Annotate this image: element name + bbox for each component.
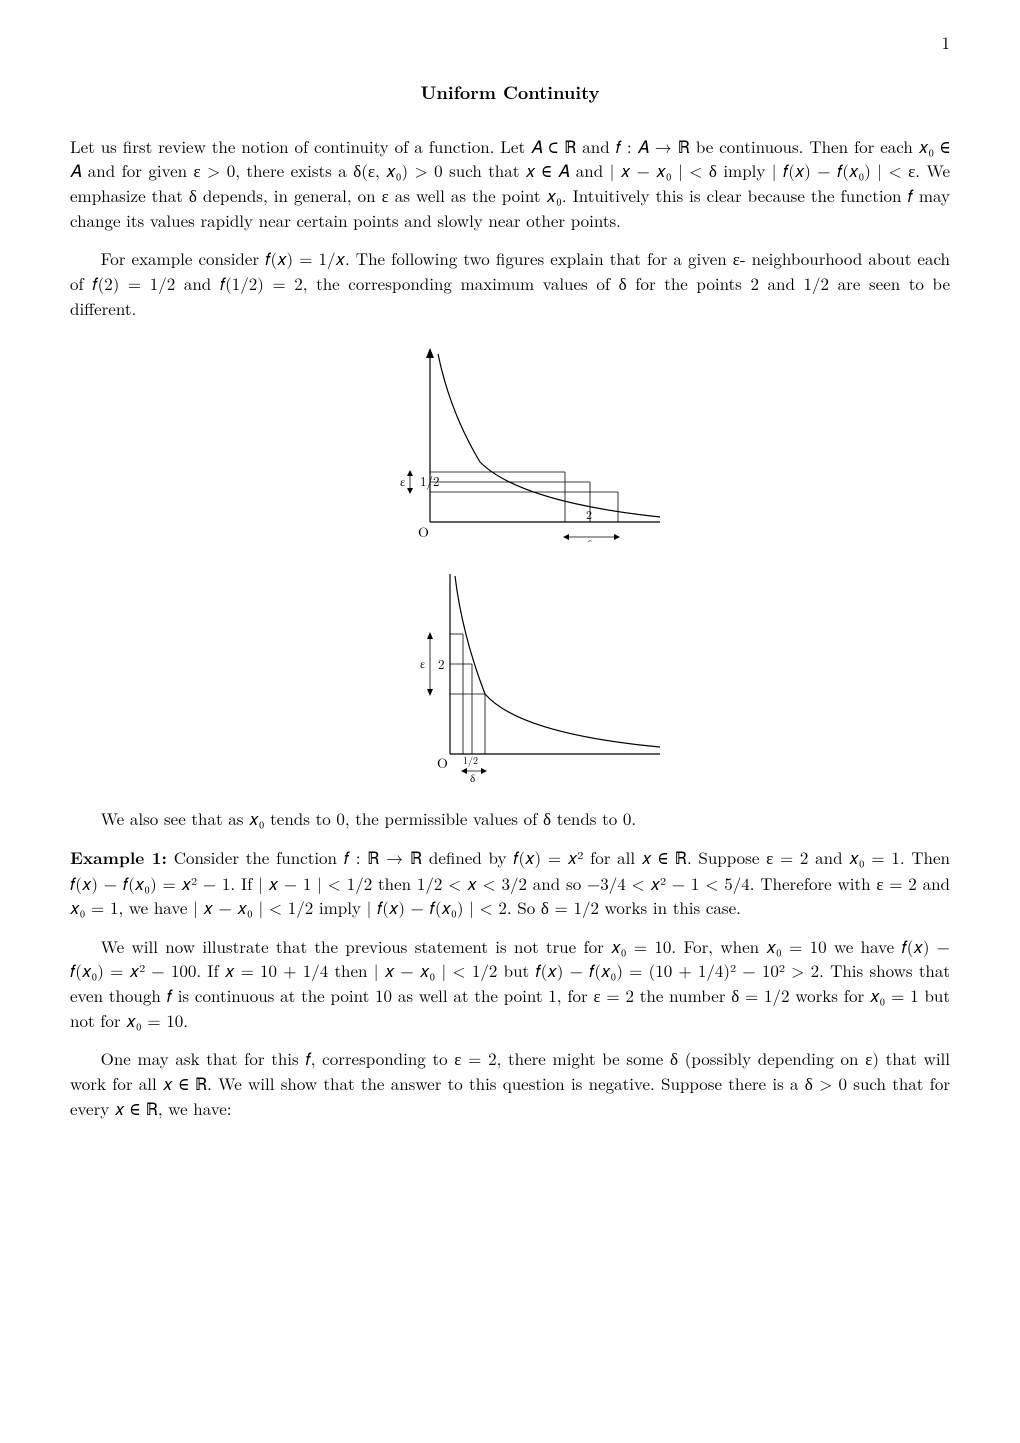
- example-1-body: Consider the function 𝑓 : ℝ → ℝ defined …: [70, 845, 950, 919]
- epsilon-label-1: ε: [400, 473, 405, 490]
- delta-label-1: δ: [587, 537, 592, 542]
- figure-1: ε 1/2 δ O 2: [70, 342, 950, 542]
- origin-label-1: O: [418, 522, 429, 542]
- delta-label-2: δ: [470, 771, 475, 784]
- origin-label-2: O: [437, 753, 448, 773]
- x-label-1: 2: [586, 506, 592, 523]
- paragraph-5: One may ask that for this 𝑓, correspondi…: [70, 1046, 950, 1120]
- paragraph-2: For example consider 𝑓(𝑥) = 1/𝑥. The fol…: [70, 246, 950, 320]
- title: Uniform Continuity: [70, 80, 950, 106]
- paragraph-1: Let us first review the notion of contin…: [70, 134, 950, 233]
- epsilon-label-2: ε: [420, 655, 425, 672]
- example-1: Example 1: Consider the function 𝑓 : ℝ →…: [70, 845, 950, 920]
- y-label-1: 1/2: [420, 471, 440, 490]
- paragraph-4: We will now illustrate that the previous…: [70, 934, 950, 1033]
- figure-2: ε 2 δ O 1/2: [70, 564, 950, 784]
- x-label-2: 1/2: [463, 753, 478, 767]
- paragraph-3: We also see that as 𝑥₀ tends to 0, the p…: [70, 806, 950, 831]
- example-1-label: Example 1:: [70, 846, 167, 870]
- page-number: 1: [70, 30, 950, 55]
- y-label-2: 2: [438, 654, 445, 673]
